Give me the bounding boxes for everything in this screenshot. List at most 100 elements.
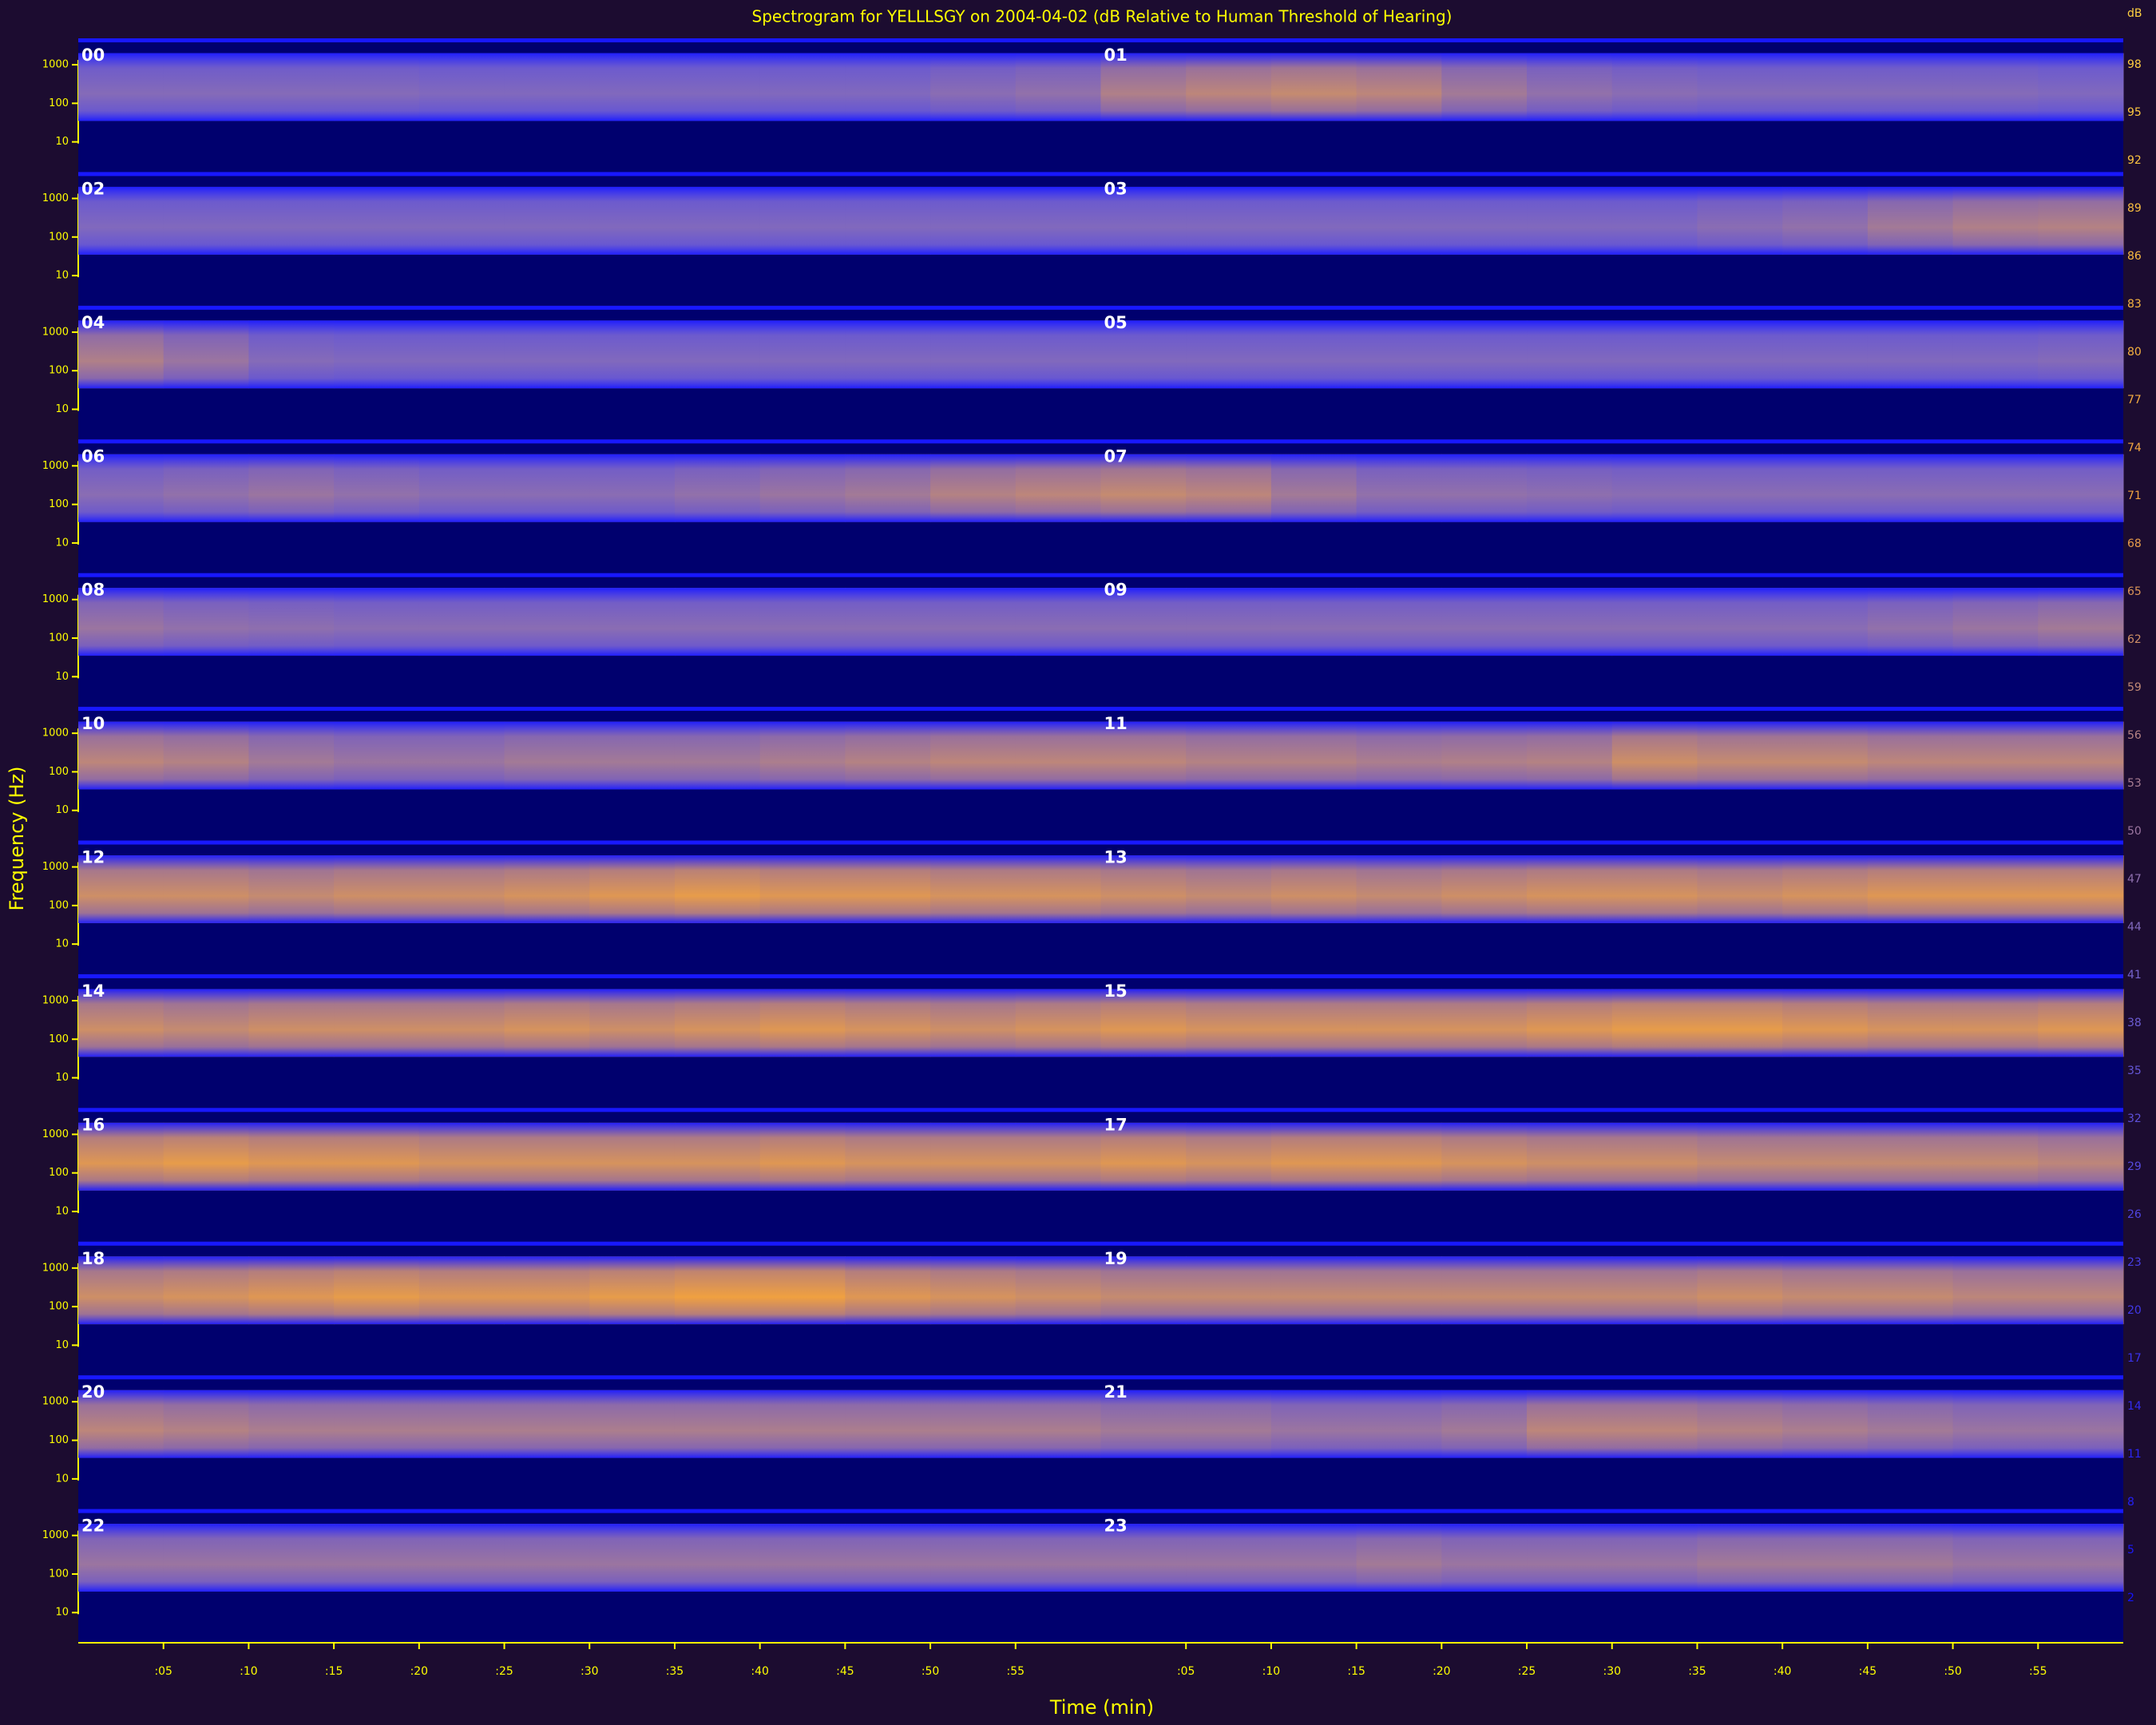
y-tick-label: 1000 (42, 192, 69, 204)
y-tick-label: 100 (49, 365, 69, 377)
colorbar-tick-label: 98 (2127, 58, 2142, 71)
colorbar-tick-label: 14 (2127, 1400, 2142, 1413)
band-edge (78, 1390, 1101, 1458)
colorbar-tick-label: 53 (2127, 777, 2142, 790)
band-edge (78, 320, 1101, 389)
panel-separator (78, 305, 2123, 310)
y-tick-label: 100 (49, 1568, 69, 1580)
panel-separator (78, 38, 2123, 42)
colorbar-tick-label: 68 (2127, 537, 2142, 550)
x-tick-label: :10 (240, 1665, 258, 1678)
x-tick-label: :40 (1774, 1665, 1792, 1678)
y-tick-label: 1000 (42, 1529, 69, 1541)
colorbar-tick-label: 29 (2127, 1160, 2142, 1173)
hour-label: 18 (81, 1249, 105, 1268)
y-tick-label: 100 (49, 632, 69, 644)
colorbar-tick-label: 8 (2127, 1496, 2134, 1509)
colorbar-label: dB (2127, 7, 2142, 20)
y-tick-label: 1000 (42, 994, 69, 1006)
colorbar-tick-label: 35 (2127, 1065, 2142, 1077)
band-edge (78, 186, 1101, 255)
y-tick-label: 1000 (42, 1128, 69, 1140)
colorbar-tick-label: 50 (2127, 825, 2142, 838)
y-tick-label: 10 (55, 270, 69, 282)
colorbar-tick-label: 2 (2127, 1592, 2134, 1604)
colorbar-tick-label: 26 (2127, 1208, 2142, 1221)
band-edge (1100, 989, 2123, 1057)
hour-label: 19 (1104, 1249, 1128, 1268)
y-tick-label: 10 (55, 136, 69, 148)
colorbar-tick-label: 59 (2127, 681, 2142, 694)
band-edge (1100, 588, 2123, 656)
colorbar-tick-label: 47 (2127, 873, 2142, 886)
hour-label: 21 (1104, 1382, 1128, 1402)
colorbar-tick-label: 32 (2127, 1112, 2142, 1125)
x-tick-label: :05 (1177, 1665, 1195, 1678)
hour-label: 08 (81, 581, 105, 600)
band-edge (1100, 1122, 2123, 1191)
hour-label: 03 (1104, 179, 1128, 198)
colorbar-tick-label: 62 (2127, 633, 2142, 646)
y-tick-label: 100 (49, 97, 69, 109)
y-tick-label: 10 (55, 804, 69, 816)
x-tick-label: :05 (154, 1665, 172, 1678)
hour-label: 17 (1104, 1115, 1128, 1134)
y-tick-label: 10 (55, 1339, 69, 1351)
y-tick-label: 100 (49, 899, 69, 911)
band-edge (1100, 454, 2123, 522)
colorbar-tick-label: 83 (2127, 298, 2142, 311)
colorbar-tick-label: 44 (2127, 921, 2142, 934)
colorbar-tick-label: 86 (2127, 250, 2142, 263)
colorbar-tick-label: 77 (2127, 394, 2142, 406)
band-edge (78, 53, 1101, 121)
panel-separator (78, 1509, 2123, 1513)
hour-label: 04 (81, 313, 105, 332)
colorbar-tick-label: 17 (2127, 1352, 2142, 1365)
y-tick-label: 1000 (42, 59, 69, 71)
y-tick-label: 10 (55, 1607, 69, 1619)
y-tick-label: 10 (55, 938, 69, 950)
y-tick-label: 1000 (42, 460, 69, 472)
x-tick-label: :50 (921, 1665, 940, 1678)
y-tick-label: 1000 (42, 861, 69, 873)
hour-label: 14 (81, 981, 105, 1001)
y-tick-label: 1000 (42, 326, 69, 338)
y-tick-label: 100 (49, 1167, 69, 1179)
x-tick-label: :55 (2029, 1665, 2047, 1678)
band-edge (78, 1524, 1101, 1592)
panel-separator (78, 573, 2123, 577)
colorbar-tick-label: 92 (2127, 154, 2142, 167)
x-tick-label: :20 (1433, 1665, 1451, 1678)
y-tick-label: 100 (49, 1033, 69, 1045)
x-tick-label: :20 (410, 1665, 429, 1678)
hour-label: 06 (81, 446, 105, 466)
x-tick-label: :25 (495, 1665, 513, 1678)
hour-label: 07 (1104, 446, 1128, 466)
band-edge (1100, 186, 2123, 255)
x-tick-label: :10 (1262, 1665, 1281, 1678)
panel-separator (78, 172, 2123, 176)
x-tick-label: :50 (1944, 1665, 1962, 1678)
band-edge (78, 721, 1101, 790)
hour-label: 09 (1104, 581, 1128, 600)
band-edge (1100, 855, 2123, 923)
band-edge (1100, 53, 2123, 121)
colorbar-tick-label: 74 (2127, 442, 2142, 454)
y-tick-label: 10 (55, 1473, 69, 1485)
hour-label: 05 (1104, 313, 1128, 332)
y-tick-label: 1000 (42, 1262, 69, 1274)
band-edge (78, 1256, 1101, 1325)
x-tick-label: :45 (836, 1665, 854, 1678)
y-tick-label: 1000 (42, 593, 69, 605)
hour-label: 10 (81, 714, 105, 733)
hour-label: 16 (81, 1115, 105, 1134)
colorbar-tick-label: 65 (2127, 585, 2142, 598)
colorbar-tick-label: 23 (2127, 1256, 2142, 1269)
hour-label: 20 (81, 1382, 105, 1402)
band-edge (78, 588, 1101, 656)
band-edge (78, 1122, 1101, 1191)
panel-separator (78, 840, 2123, 845)
hour-label: 01 (1104, 46, 1128, 65)
hour-label: 12 (81, 848, 105, 867)
